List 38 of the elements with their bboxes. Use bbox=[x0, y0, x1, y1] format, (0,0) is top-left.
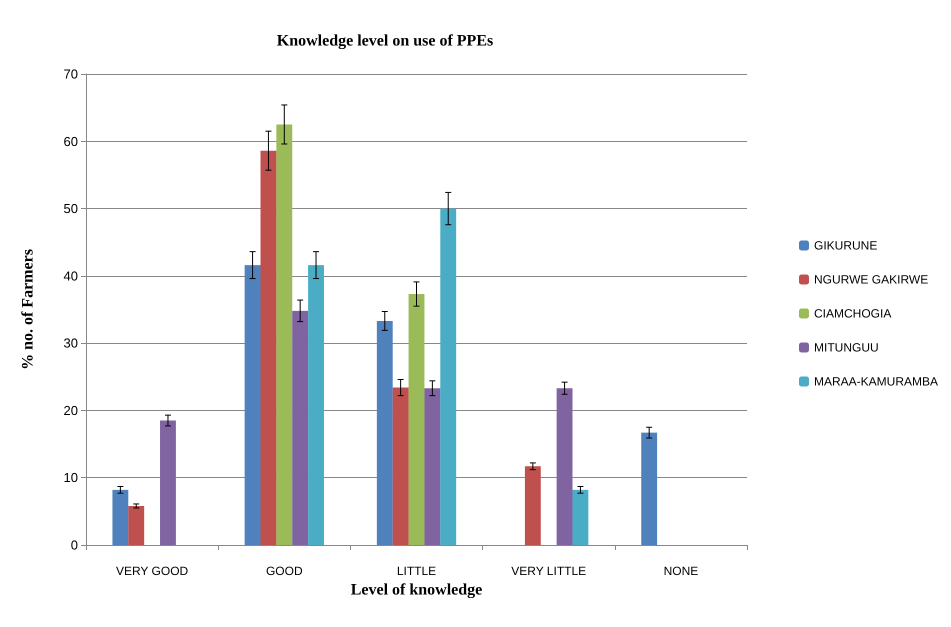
y-tick-label: 40 bbox=[64, 268, 78, 284]
x-tick-label: GOOD bbox=[266, 564, 303, 578]
bar bbox=[260, 150, 276, 545]
x-tick-label: VERY LITTLE bbox=[511, 564, 586, 578]
legend-label: GIKURUNE bbox=[814, 238, 878, 252]
y-tick-label: 30 bbox=[64, 336, 78, 351]
bar bbox=[244, 265, 261, 545]
bar bbox=[160, 420, 176, 545]
bar bbox=[572, 490, 588, 545]
x-tick-label: NONE bbox=[664, 564, 698, 578]
legend-label: NGURWE GAKIRWE bbox=[814, 272, 928, 286]
y-tick-label: 70 bbox=[64, 66, 78, 82]
bar bbox=[308, 265, 324, 545]
bar bbox=[292, 310, 308, 545]
bar bbox=[112, 490, 128, 545]
bar bbox=[440, 208, 456, 545]
bar bbox=[556, 388, 572, 545]
bar bbox=[128, 506, 144, 545]
x-tick-label: VERY GOOD bbox=[116, 564, 189, 578]
bar bbox=[424, 388, 440, 545]
bar bbox=[392, 388, 409, 545]
y-tick-label: 20 bbox=[64, 402, 78, 418]
x-axis-title: Level of knowledge bbox=[350, 581, 482, 598]
legend-label: CIAMCHOGIA bbox=[814, 306, 892, 320]
bar bbox=[408, 294, 424, 545]
y-tick-label: 50 bbox=[64, 201, 78, 216]
legend-label: MITUNGUU bbox=[814, 340, 879, 354]
y-tick-label: 10 bbox=[64, 470, 78, 486]
bar bbox=[641, 432, 658, 545]
x-tick-label: LITTLE bbox=[396, 564, 436, 578]
bar bbox=[376, 320, 393, 545]
y-tick-label: 60 bbox=[64, 134, 78, 149]
chart-title: Knowledge level on use of PPEs bbox=[276, 32, 494, 50]
y-tick-label: 0 bbox=[70, 538, 78, 552]
bar bbox=[524, 466, 541, 545]
y-axis-title: % no. of Farmers bbox=[20, 249, 36, 370]
bar bbox=[276, 124, 292, 545]
legend-label: MARAA-KAMURAMBA bbox=[814, 374, 938, 388]
